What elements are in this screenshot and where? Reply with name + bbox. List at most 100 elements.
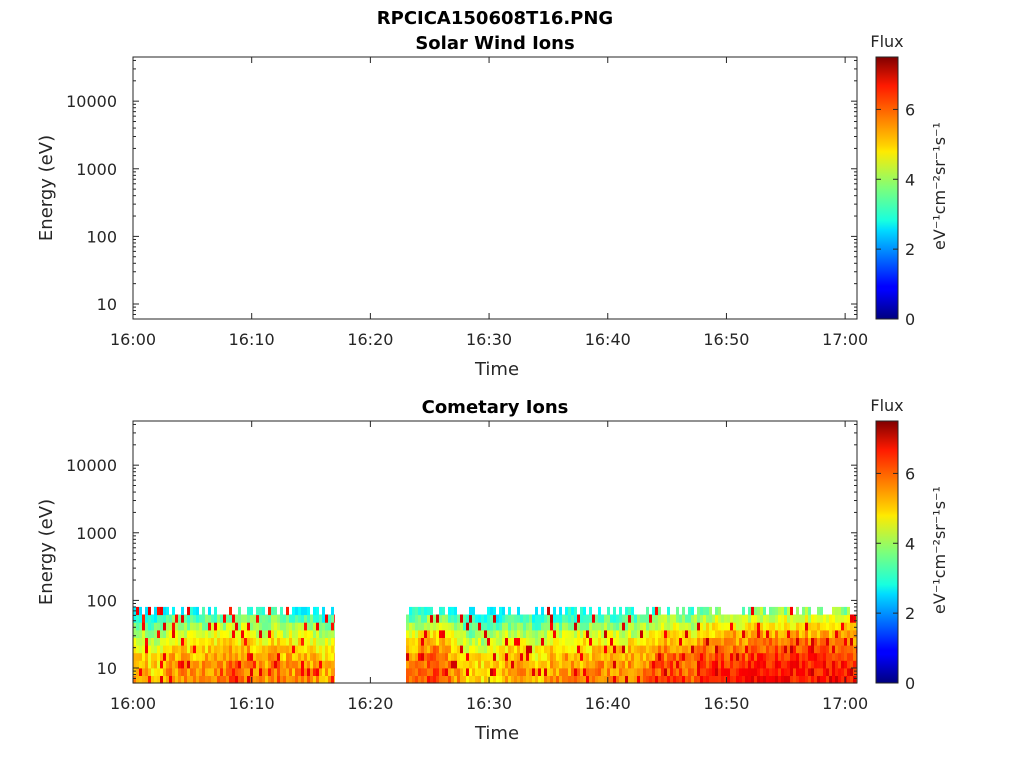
- flux-cell: [709, 645, 712, 654]
- flux-cell: [757, 652, 760, 661]
- flux-cell: [823, 645, 826, 654]
- colorbar-tick-label: 0: [905, 310, 915, 329]
- flux-cell: [565, 606, 568, 616]
- flux-cell: [835, 667, 838, 676]
- flux-cell: [187, 675, 190, 684]
- flux-cell: [610, 622, 613, 631]
- flux-cell: [688, 614, 691, 623]
- flux-cell: [775, 660, 778, 669]
- flux-cell: [805, 637, 808, 646]
- flux-cell: [331, 652, 334, 661]
- flux-cell: [235, 667, 238, 676]
- flux-cell: [448, 675, 451, 684]
- flux-cell: [580, 637, 583, 646]
- flux-cell: [625, 622, 628, 631]
- flux-cell: [301, 675, 304, 684]
- flux-cell: [331, 622, 334, 631]
- flux-cell: [265, 629, 268, 638]
- flux-cell: [760, 667, 763, 676]
- flux-cell: [472, 660, 475, 669]
- flux-cell: [565, 645, 568, 654]
- flux-cell: [709, 637, 712, 646]
- flux-cell: [544, 637, 547, 646]
- flux-cell: [715, 667, 718, 676]
- flux-cell: [556, 667, 559, 676]
- flux-cell: [658, 622, 661, 631]
- flux-cell: [274, 622, 277, 631]
- flux-cell: [322, 622, 325, 631]
- flux-cell: [520, 675, 523, 684]
- flux-cell: [163, 606, 166, 616]
- figure-title: RPCICA150608T16.PNG: [377, 8, 613, 29]
- flux-cell: [790, 667, 793, 676]
- flux-cell: [454, 667, 457, 676]
- flux-cell: [622, 660, 625, 669]
- flux-cell: [505, 645, 508, 654]
- flux-cell: [448, 660, 451, 669]
- flux-cell: [598, 652, 601, 661]
- flux-cell: [139, 675, 142, 684]
- flux-cell: [577, 614, 580, 623]
- flux-cell: [436, 652, 439, 661]
- flux-cell: [460, 614, 463, 623]
- flux-cell: [517, 667, 520, 676]
- flux-cell: [409, 660, 412, 669]
- flux-cell: [658, 652, 661, 661]
- flux-cell: [733, 645, 736, 654]
- flux-cell: [628, 652, 631, 661]
- flux-cell: [193, 652, 196, 661]
- flux-cell: [760, 637, 763, 646]
- flux-cell: [331, 660, 334, 669]
- flux-cell: [139, 652, 142, 661]
- flux-cell: [424, 614, 427, 623]
- flux-cell: [640, 622, 643, 631]
- flux-cell: [847, 645, 850, 654]
- flux-cell: [766, 637, 769, 646]
- flux-cell: [217, 667, 220, 676]
- flux-cell: [643, 660, 646, 669]
- flux-cell: [502, 614, 505, 623]
- flux-cell: [604, 660, 607, 669]
- flux-cell: [712, 637, 715, 646]
- flux-cell: [442, 614, 445, 623]
- flux-cell: [505, 652, 508, 661]
- flux-cell: [778, 660, 781, 669]
- flux-cell: [817, 606, 820, 616]
- flux-cell: [481, 622, 484, 631]
- flux-cell: [160, 606, 163, 616]
- flux-cell: [307, 629, 310, 638]
- flux-cell: [238, 629, 241, 638]
- flux-cell: [781, 637, 784, 646]
- flux-cell: [241, 645, 244, 654]
- flux-cell: [631, 606, 634, 616]
- panel-title: Cometary Ions: [422, 397, 569, 418]
- flux-cell: [424, 622, 427, 631]
- flux-cell: [766, 622, 769, 631]
- flux-cell: [730, 675, 733, 684]
- flux-cell: [427, 667, 430, 676]
- flux-cell: [163, 660, 166, 669]
- flux-cell: [700, 629, 703, 638]
- flux-cell: [601, 667, 604, 676]
- flux-cell: [316, 614, 319, 623]
- flux-cell: [592, 614, 595, 623]
- flux-cell: [526, 645, 529, 654]
- flux-cell: [286, 667, 289, 676]
- flux-cell: [802, 637, 805, 646]
- flux-cell: [259, 606, 262, 616]
- flux-cell: [523, 667, 526, 676]
- x-tick-label: 16:30: [466, 694, 512, 713]
- flux-cell: [301, 667, 304, 676]
- flux-cell: [250, 637, 253, 646]
- flux-cell: [754, 614, 757, 623]
- flux-cell: [598, 645, 601, 654]
- flux-cell: [166, 622, 169, 631]
- flux-cell: [223, 614, 226, 623]
- flux-cell: [853, 637, 856, 646]
- flux-cell: [661, 629, 664, 638]
- flux-cell: [169, 629, 172, 638]
- flux-cell: [646, 622, 649, 631]
- flux-cell: [682, 629, 685, 638]
- flux-cell: [505, 622, 508, 631]
- flux-cell: [538, 660, 541, 669]
